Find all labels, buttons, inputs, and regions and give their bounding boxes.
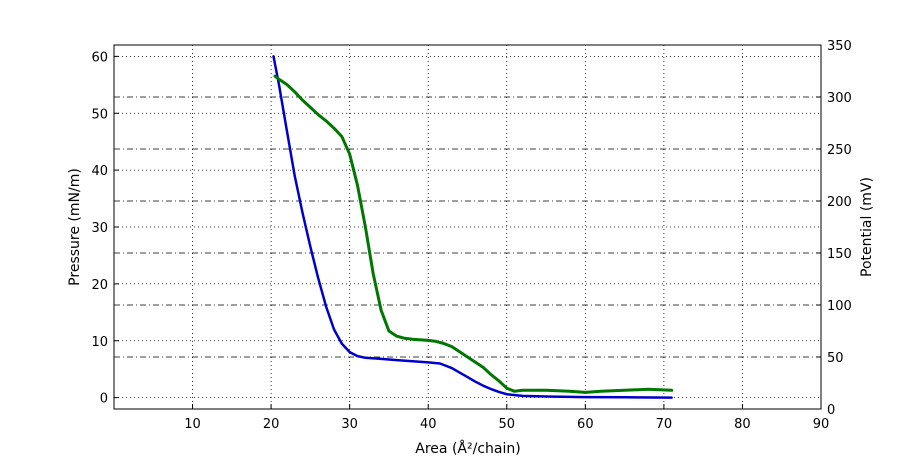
y-right-tick-label: 300 bbox=[827, 91, 852, 106]
y-right-tick-label: 200 bbox=[827, 195, 852, 210]
y-left-tick-label: 30 bbox=[91, 221, 108, 236]
y-right-tick-label: 0 bbox=[827, 403, 835, 418]
x-tick-label: 40 bbox=[420, 417, 437, 432]
y-left-tick-label: 0 bbox=[100, 392, 108, 407]
x-tick-label: 20 bbox=[263, 417, 280, 432]
y-axis-left-label: Pressure (mN/m) bbox=[67, 168, 83, 286]
y-left-tick-label: 60 bbox=[91, 50, 108, 65]
y-right-tick-label: 150 bbox=[827, 247, 852, 262]
pressure-line bbox=[272, 55, 673, 399]
x-tick-label: 90 bbox=[813, 417, 830, 432]
ticks: 10 20 30 40 50 60 70 80 900102030405060050100150… bbox=[91, 39, 851, 432]
x-tick-label: 80 bbox=[734, 417, 751, 432]
grid bbox=[114, 45, 821, 409]
y-right-tick-label: 250 bbox=[827, 143, 852, 158]
y-right-tick-label: 100 bbox=[827, 299, 852, 314]
x-tick-label: 60 bbox=[577, 417, 594, 432]
y-right-tick-label: 350 bbox=[827, 39, 852, 54]
y-left-tick-label: 50 bbox=[91, 107, 108, 122]
y-axis-right-label: Potential (mV) bbox=[859, 177, 875, 277]
y-left-tick-label: 20 bbox=[91, 278, 108, 293]
y-left-tick-label: 40 bbox=[91, 164, 108, 179]
x-tick-label: 50 bbox=[499, 417, 516, 432]
x-tick-label: 70 bbox=[656, 417, 673, 432]
potential-line bbox=[273, 74, 674, 394]
x-axis-label: Area (Å²/chain) bbox=[415, 440, 520, 456]
series-layer bbox=[272, 55, 674, 399]
x-tick-label: 10 bbox=[184, 417, 201, 432]
x-tick-label: 30 bbox=[341, 417, 358, 432]
y-left-tick-label: 10 bbox=[91, 335, 108, 350]
y-right-tick-label: 50 bbox=[827, 351, 844, 366]
